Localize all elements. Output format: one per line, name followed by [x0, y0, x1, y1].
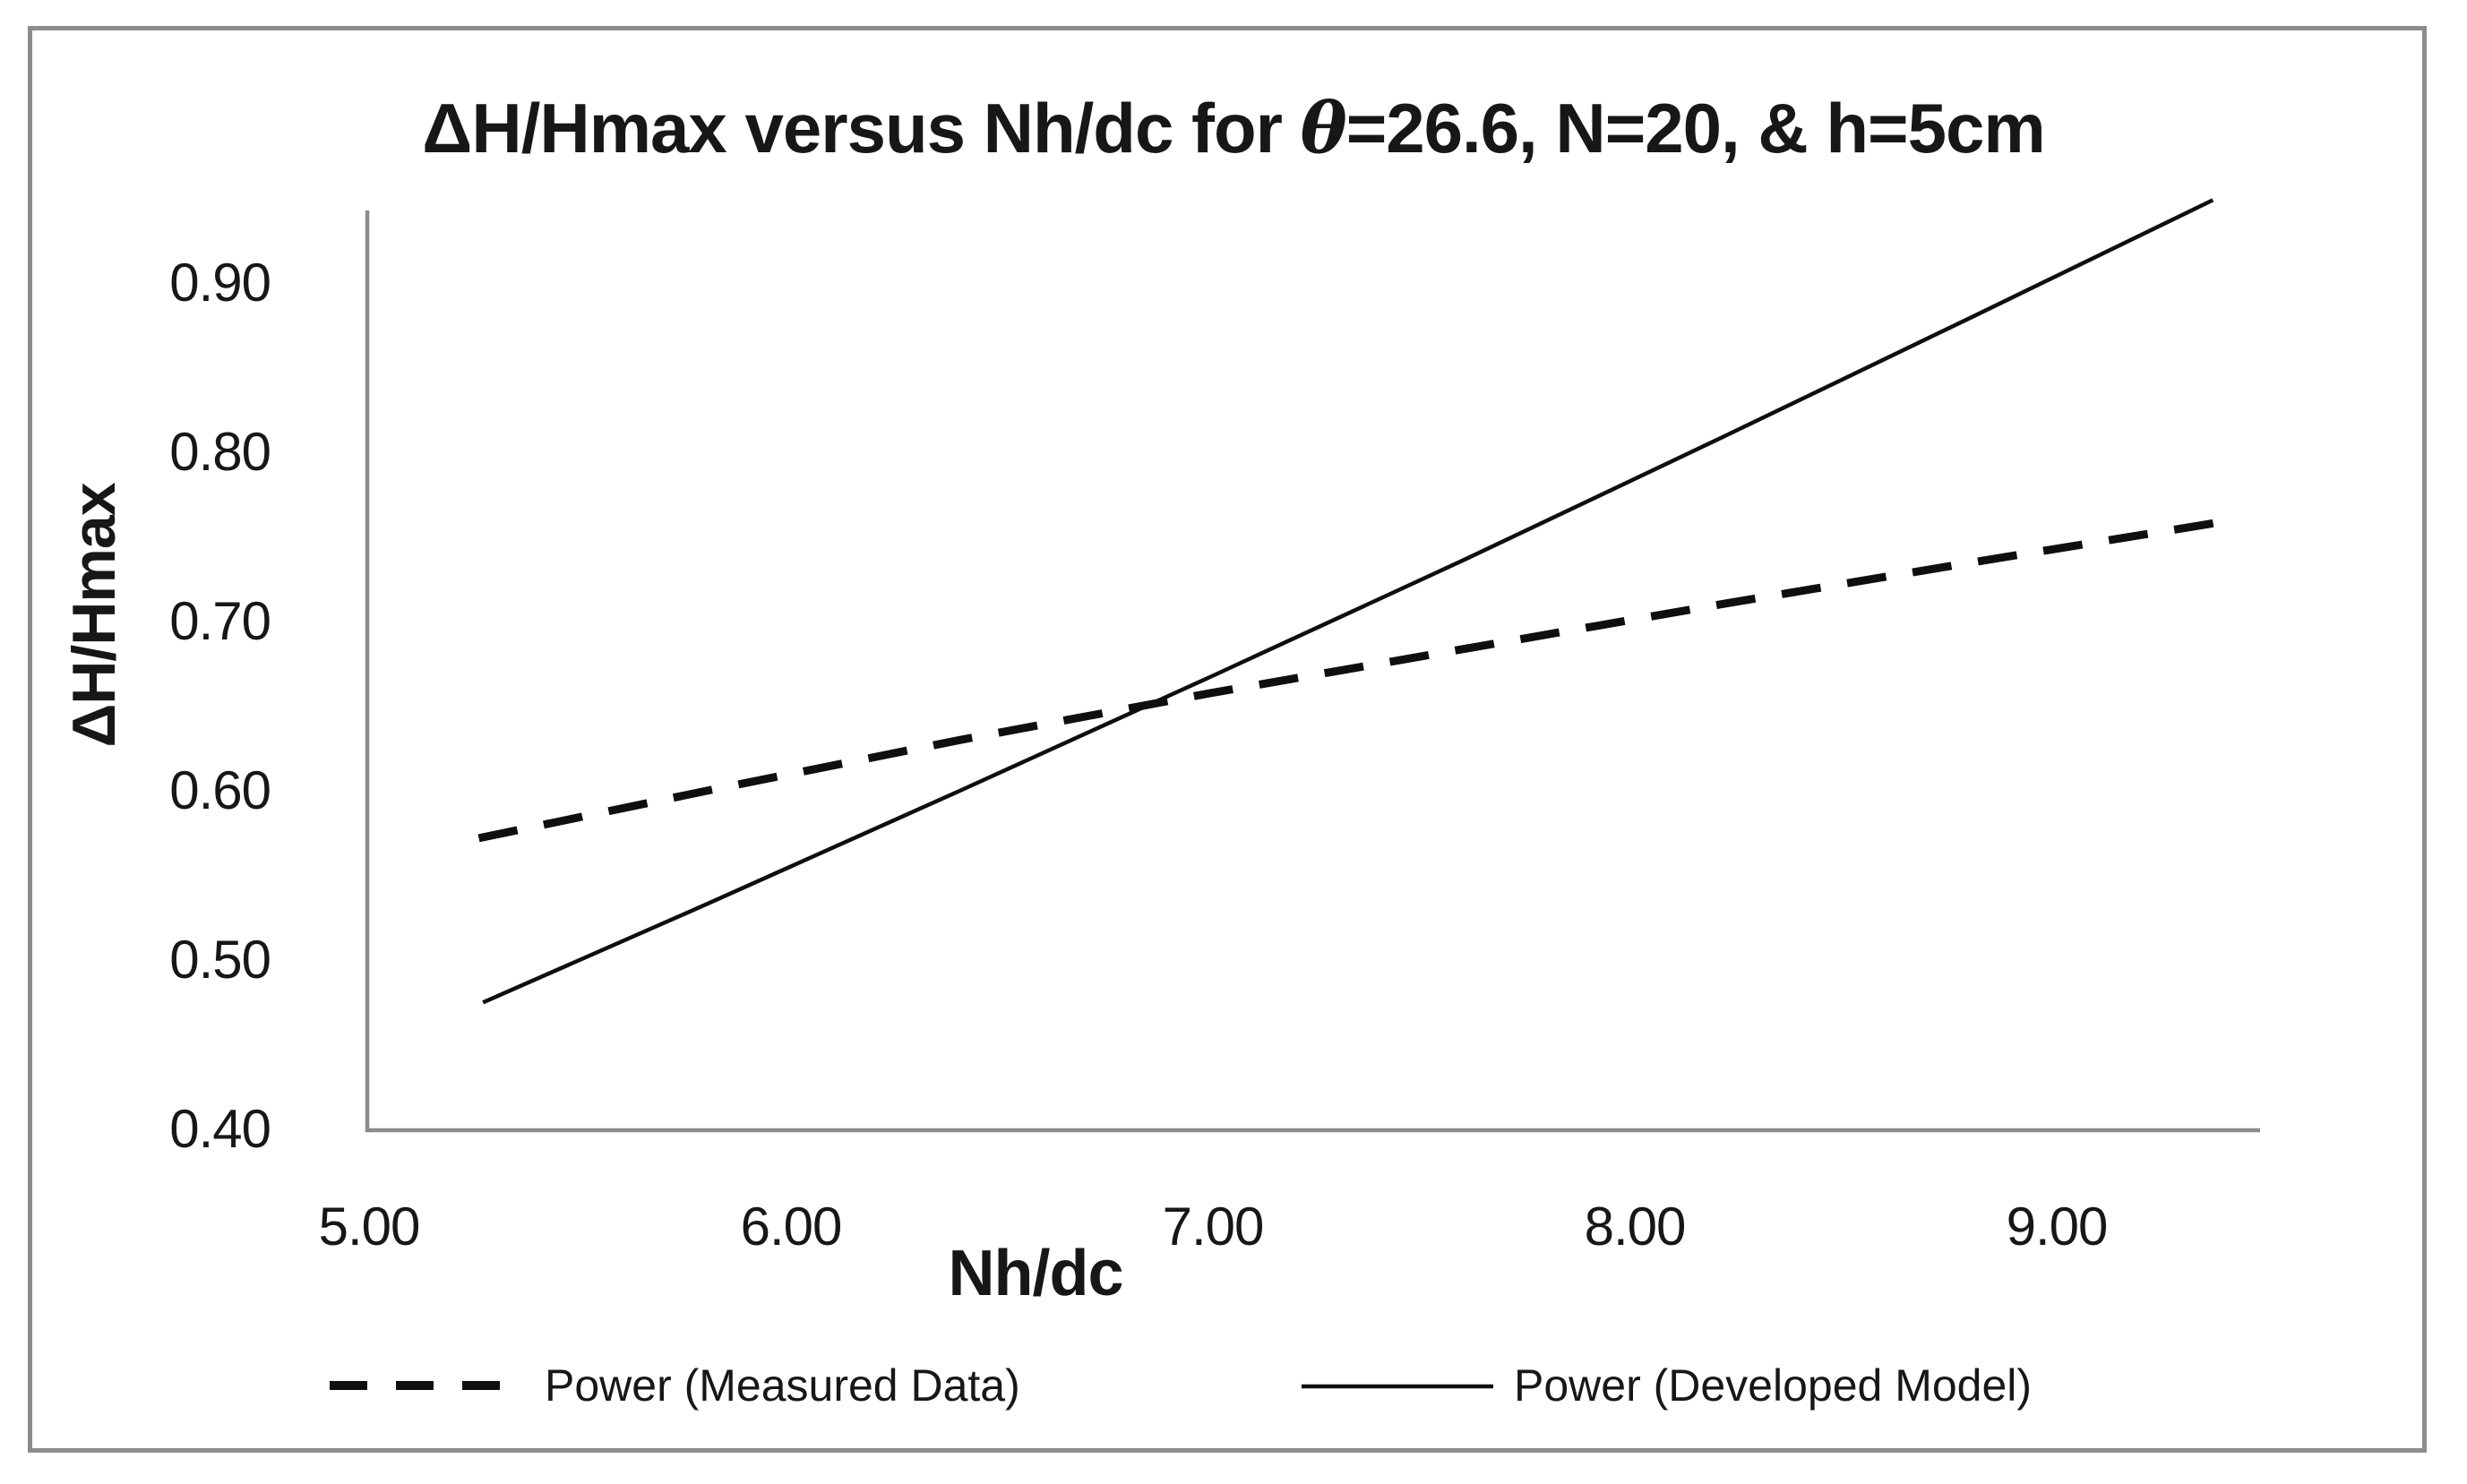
legend-label-developed-model: Power (Developed Model): [1514, 1360, 2033, 1411]
chart-title-theta: θ: [1300, 88, 1347, 169]
y-tick-label: 0.80: [169, 422, 271, 482]
y-tick-label: 0.90: [169, 253, 271, 313]
x-tick-label: 6.00: [740, 1197, 843, 1257]
legend-label-measured-data: Power (Measured Data): [545, 1360, 1020, 1411]
y-tick-label: 0.40: [169, 1099, 271, 1159]
y-tick-label: 0.60: [169, 760, 271, 820]
x-tick-label: 7.00: [1162, 1197, 1265, 1257]
chart-title-suffix: =26.6, N=20, & h=5cm: [1345, 89, 2046, 167]
chart-title-text: ΔH/Hmax versus Nh/dc for: [422, 89, 1301, 167]
x-tick-label: 8.00: [1584, 1197, 1687, 1257]
legend-solid-sample: [1302, 1384, 1493, 1389]
x-tick-label: 9.00: [2006, 1197, 2109, 1257]
chart-frame: [28, 26, 2427, 1453]
x-axis-title: Nh/dc: [948, 1238, 1123, 1309]
y-tick-label: 0.50: [169, 930, 271, 990]
x-tick-label: 5.00: [318, 1197, 421, 1257]
y-tick-label: 0.70: [169, 591, 271, 651]
series-line-measured-data: [477, 516, 2235, 843]
chart-title: ΔH/Hmax versus Nh/dc for θ=26.6, N=20, &…: [0, 88, 2467, 169]
legend-dash-sample: [330, 1381, 500, 1390]
series-line-developed-model: [482, 198, 2214, 1005]
